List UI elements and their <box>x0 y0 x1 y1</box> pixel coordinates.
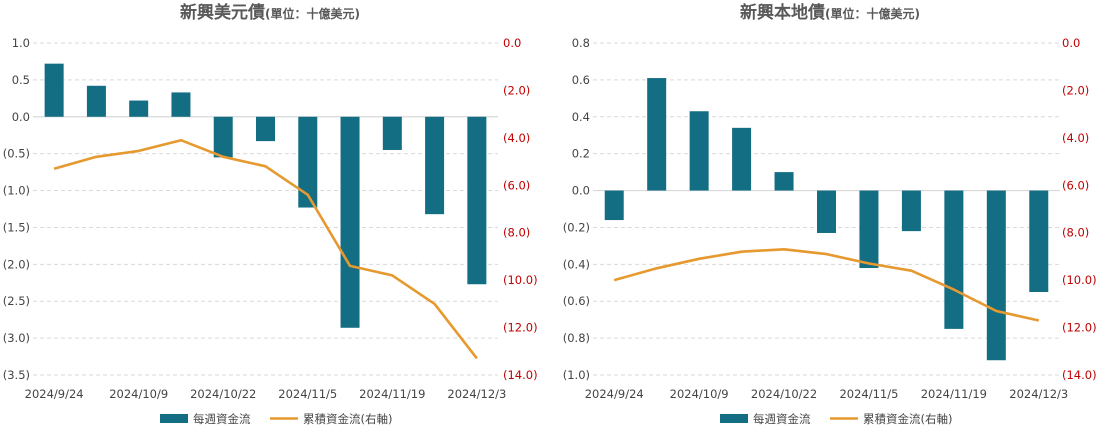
chart-title: 新興美元債(單位：十億美元) <box>180 2 360 23</box>
bar <box>467 116 487 285</box>
series-line <box>613 248 1040 322</box>
y-left-tick-label: (0.5) <box>3 147 30 161</box>
y-right-tick-label: (6.0) <box>1062 178 1089 192</box>
x-tick-label: 2024/11/19 <box>359 387 425 401</box>
bar <box>256 116 275 142</box>
x-tick-label: 2024/11/5 <box>278 387 337 401</box>
y-right-tick-label: (14.0) <box>503 368 538 382</box>
y-right-tick-label: (14.0) <box>1062 368 1097 382</box>
bar <box>129 100 149 117</box>
y-left-tick-label: (0.8) <box>563 331 590 345</box>
bar <box>298 116 318 208</box>
y-right-tick-label: (10.0) <box>1062 273 1097 287</box>
chart-panel-local-bonds: 新興本地債(單位：十億美元) 0.8 0.6 0.4 0.2 0.0 (0.2) (0.4) (… <box>551 0 1102 433</box>
x-tick-label: 2024/10/22 <box>751 387 817 401</box>
chart-title: 新興本地債(單位：十億美元) <box>740 2 920 23</box>
x-tick-label: 2024/12/3 <box>447 387 506 401</box>
y-right-tick-label: (6.0) <box>503 178 530 192</box>
chart-panel-usd-bonds: 新興美元債(單位：十億美元) 1.0 0.5 0.0 (0.5) (1.0) (1.5) (2… <box>3 2 538 426</box>
bar <box>382 116 402 150</box>
x-tick-label: 2024/9/24 <box>25 387 84 401</box>
y-left-tick-label: 0.6 <box>572 73 590 87</box>
x-tick-label: 2024/11/5 <box>839 387 898 401</box>
y-left-tick-label: (3.0) <box>3 331 30 345</box>
bar <box>425 116 445 215</box>
y-left-tick-label: (2.0) <box>3 257 30 271</box>
legend-bar-label: 每週資金流 <box>193 412 251 426</box>
y-right-tick-label: (4.0) <box>503 131 530 145</box>
y-right-tick-label: (12.0) <box>503 321 538 335</box>
y-left-tick-label: 1.0 <box>12 36 30 50</box>
bar <box>44 63 64 117</box>
chart-title-main: 新興本地債 <box>740 2 825 23</box>
bar <box>647 78 667 191</box>
y-left-tick-label: 0.2 <box>572 147 590 161</box>
y-right-tick-label: (2.0) <box>503 83 530 97</box>
chart-title-unit: (單位：十億美元) <box>825 6 920 21</box>
bar <box>171 92 191 117</box>
legend-line-label: 累積資金流(右軸) <box>303 412 392 426</box>
y-left-tick-label: 0.4 <box>572 110 590 124</box>
bar <box>689 111 709 191</box>
bar <box>1029 190 1049 292</box>
legend-bar-swatch <box>720 414 748 423</box>
y-right-tick-label: 0.0 <box>1062 36 1080 50</box>
y-left-tick-label: (0.2) <box>563 220 590 234</box>
x-tick-label: 2024/9/24 <box>585 387 644 401</box>
y-right-tick-label: (12.0) <box>1062 321 1097 335</box>
y-left-tick-label: (1.5) <box>3 220 30 234</box>
x-tick-label: 2024/10/9 <box>670 387 729 401</box>
y-left-tick-label: 0.5 <box>12 73 30 87</box>
x-tick-label: 2024/10/22 <box>190 387 256 401</box>
chart-title-unit: (單位：十億美元) <box>265 6 360 21</box>
chart-usd-bonds: 新興美元債(單位：十億美元) 1.0 0.5 0.0 (0.5) (1.0) (1.5) (2… <box>3 2 538 426</box>
bar <box>986 190 1006 361</box>
chart-local-bonds: 新興本地債(單位：十億美元) 0.8 0.6 0.4 0.2 0.0 (0.2) (0.4) (… <box>563 2 1097 426</box>
legend-bar-swatch <box>160 414 188 423</box>
y-right-tick-label: (10.0) <box>503 273 538 287</box>
y-left-tick-label: 0.0 <box>572 184 590 198</box>
chart-title-main: 新興美元債 <box>180 2 265 23</box>
y-left-tick-label: (1.0) <box>3 184 30 198</box>
series-line <box>53 138 478 360</box>
legend-line-label: 累積資金流(右軸) <box>863 412 952 426</box>
bar <box>604 190 624 221</box>
legend-bar-label: 每週資金流 <box>753 412 811 426</box>
x-tick-label: 2024/12/3 <box>1009 387 1068 401</box>
y-right-tick-label: (4.0) <box>1062 131 1089 145</box>
y-left-tick-label: (0.4) <box>563 257 590 271</box>
bar <box>944 190 964 329</box>
bar <box>732 127 752 191</box>
bar <box>86 85 106 117</box>
y-right-tick-label: (8.0) <box>1062 226 1089 240</box>
y-left-tick-label: (1.0) <box>563 368 590 382</box>
y-right-tick-label: (8.0) <box>503 226 530 240</box>
y-right-tick-label: (2.0) <box>1062 83 1089 97</box>
y-left-tick-label: 0.0 <box>12 110 30 124</box>
y-right-tick-label: 0.0 <box>503 36 521 50</box>
bar <box>817 190 836 233</box>
y-left-tick-label: (2.5) <box>3 294 30 308</box>
y-left-tick-label: (0.6) <box>563 294 590 308</box>
bar <box>340 116 360 328</box>
y-left-tick-label: (3.5) <box>3 368 30 382</box>
bar <box>859 190 879 269</box>
bar <box>901 190 921 232</box>
bar <box>213 116 233 158</box>
x-tick-label: 2024/10/9 <box>109 387 168 401</box>
y-left-tick-label: 0.8 <box>572 36 590 50</box>
x-tick-label: 2024/11/19 <box>921 387 987 401</box>
bar <box>774 172 794 191</box>
